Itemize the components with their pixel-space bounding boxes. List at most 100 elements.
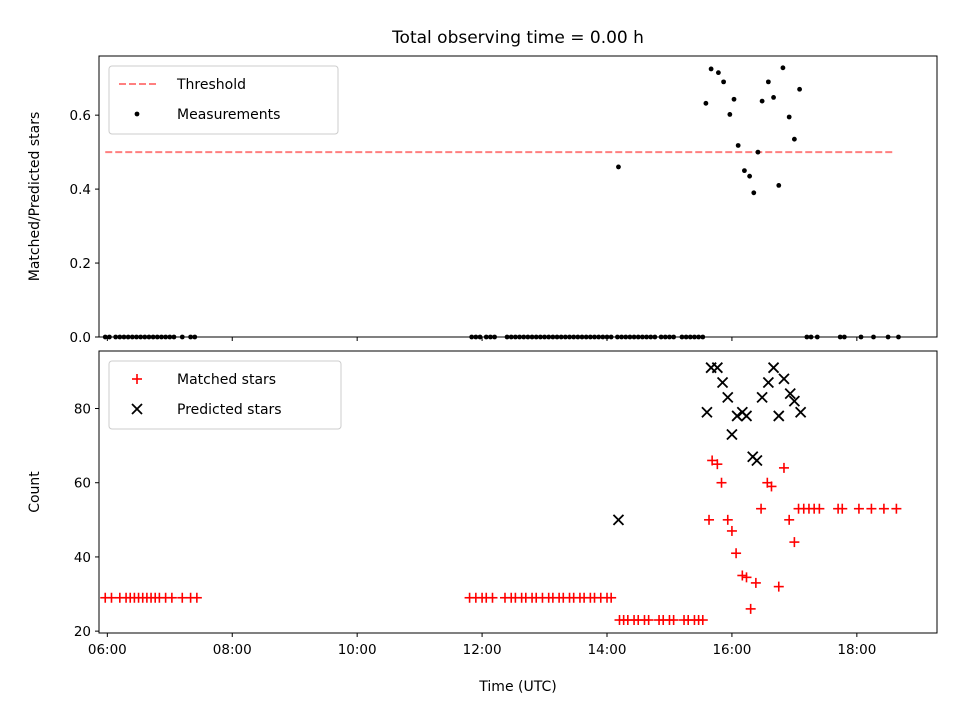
matched-star-point — [891, 503, 902, 514]
measurement-point — [797, 86, 802, 92]
matched-star-point — [866, 503, 877, 514]
predicted-star-stroke-b — [788, 395, 801, 407]
matched-star-point — [778, 462, 789, 473]
matched-star-point — [784, 514, 795, 525]
top-panel: 0.0 0.2 0.4 0.6 Matched/Predicted stars Thres… — [27, 55, 938, 346]
legend-predicted-swatch-b — [131, 403, 143, 415]
legend-measurement-swatch — [134, 111, 140, 117]
matched-star-point — [643, 615, 654, 626]
bottom-points — [100, 362, 902, 626]
predicted-star-point — [794, 406, 807, 418]
measurement-point — [727, 112, 733, 117]
predicted-star-stroke-b — [731, 410, 743, 422]
predicted-star-point — [716, 376, 729, 389]
bottom-axes-frame — [98, 350, 938, 634]
predicted-star-stroke-b — [784, 388, 796, 400]
y-tick-label: 0.4 — [70, 182, 91, 198]
x-tick-label: 06:00 — [88, 642, 127, 658]
matched-star-point — [191, 592, 202, 603]
predicted-star-point — [778, 373, 790, 385]
matched-star-point — [837, 503, 848, 514]
matched-star-point — [704, 514, 715, 525]
predicted-star-point — [788, 395, 801, 407]
y-tick-label: 40 — [74, 550, 91, 566]
matched-star-point — [716, 477, 727, 488]
y-axis-label: Count — [27, 471, 43, 513]
predicted-star-stroke-b — [711, 362, 723, 374]
predicted-star-point — [751, 454, 763, 467]
measurement-point — [731, 96, 737, 102]
measurement-point — [776, 183, 782, 188]
matched-star-point — [726, 525, 737, 536]
measurement-point — [703, 100, 709, 106]
y-tick-label: 80 — [74, 402, 91, 418]
legend-label: Threshold — [176, 77, 246, 93]
matched-star-point — [756, 503, 767, 514]
legend-label: Matched stars — [177, 372, 276, 388]
predicted-star-stroke-b — [778, 373, 790, 385]
matched-star-point — [766, 481, 777, 492]
matched-star-point — [712, 459, 723, 470]
predicted-star-stroke-b — [726, 428, 738, 441]
measurement-point — [755, 149, 761, 155]
matched-star-point — [697, 615, 708, 626]
y-axis-label: Matched/Predicted stars — [27, 112, 43, 282]
y-tick-label: 0.6 — [70, 108, 91, 124]
bottom-panel: 20 40 60 80 06:00 08:00 10:00 12:00 14:00 16:00 18… — [27, 350, 938, 695]
y-tick-label: 0.2 — [70, 256, 91, 272]
measurement-point — [751, 190, 757, 196]
legend-box — [108, 65, 339, 135]
bottom-legend: Matched stars Predicted stars — [108, 360, 342, 430]
matched-star-point — [789, 537, 800, 548]
matched-star-point — [722, 514, 733, 525]
x-axis-label: Time (UTC) — [478, 679, 556, 695]
legend-box — [108, 360, 342, 430]
predicted-star-stroke-b — [701, 406, 713, 418]
predicted-star-stroke-b — [722, 391, 734, 404]
predicted-star-point — [726, 428, 738, 441]
predicted-star-point — [612, 514, 625, 526]
x-tick-label: 18:00 — [837, 642, 876, 658]
predicted-star-point — [731, 410, 743, 422]
y-tick-label: 0.0 — [70, 330, 91, 346]
predicted-star-stroke-b — [762, 376, 774, 389]
measurement-point — [742, 168, 747, 174]
matched-star-point — [606, 592, 617, 603]
predicted-star-point — [773, 410, 785, 422]
x-tick-label: 08:00 — [213, 642, 252, 658]
measurement-point — [791, 136, 797, 142]
x-tick-label: 14:00 — [588, 642, 627, 658]
measurement-point — [721, 79, 726, 85]
measurement-point — [771, 95, 776, 100]
predicted-star-stroke-b — [751, 454, 763, 467]
measurement-point — [735, 143, 741, 148]
predicted-star-point — [701, 406, 713, 418]
measurement-point — [786, 114, 792, 120]
y-tick-label: 20 — [74, 624, 91, 640]
predicted-star-point — [767, 362, 780, 374]
matched-star-point — [750, 577, 761, 588]
top-legend: Threshold Measurements — [108, 65, 339, 135]
predicted-star-stroke-b — [773, 410, 785, 422]
measurement-point — [759, 98, 765, 104]
predicted-star-stroke-b — [767, 362, 780, 374]
x-tick-label: 16:00 — [712, 642, 751, 658]
matched-star-point — [853, 503, 864, 514]
predicted-star-stroke-b — [716, 376, 729, 389]
x-tick-label: 12:00 — [463, 642, 502, 658]
matched-star-point — [668, 615, 679, 626]
predicted-star-point — [740, 410, 753, 422]
measurement-point — [765, 79, 771, 85]
matched-star-point — [745, 603, 756, 614]
legend-label: Predicted stars — [177, 402, 282, 418]
measurement-point — [715, 70, 721, 76]
predicted-star-point — [722, 391, 734, 404]
predicted-star-stroke-b — [612, 514, 625, 526]
predicted-star-point — [756, 391, 768, 404]
predicted-star-stroke-b — [740, 410, 753, 422]
matched-star-point — [707, 455, 718, 466]
matched-star-point — [166, 592, 177, 603]
matched-star-point — [731, 548, 742, 559]
matched-star-point — [737, 570, 748, 581]
